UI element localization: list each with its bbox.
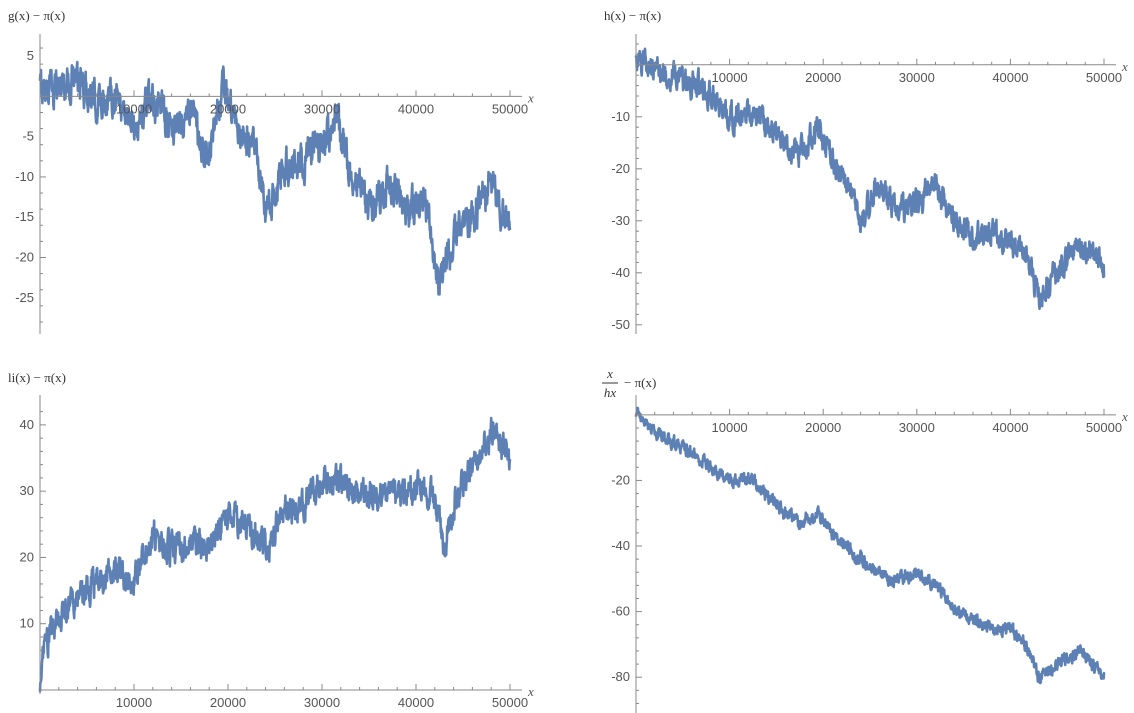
- y-tick-label: 30: [20, 483, 34, 498]
- x-tick-label: 30000: [899, 420, 935, 435]
- y-tick-label: 5: [27, 48, 34, 63]
- y-label-numerator: x: [606, 366, 613, 381]
- y-tick-label: -20: [611, 161, 630, 176]
- y-tick-label: -20: [15, 249, 34, 264]
- x-tick-label: 10000: [712, 70, 748, 85]
- y-axis-label: g(x) − π(x): [8, 8, 65, 23]
- x-tick-label: 30000: [899, 70, 935, 85]
- y-tick-label: -50: [611, 317, 630, 332]
- x-tick-label: 40000: [992, 70, 1028, 85]
- x-tick-label: 50000: [492, 101, 528, 116]
- y-tick-label: 20: [20, 549, 34, 564]
- y-label-denominator: hx: [604, 385, 617, 400]
- x-tick-label: 20000: [805, 420, 841, 435]
- x-tick-label: 40000: [992, 420, 1028, 435]
- y-tick-label: -80: [611, 669, 630, 684]
- series-line: [634, 406, 1106, 685]
- x-tick-label: 50000: [492, 695, 528, 710]
- x-tick-label: 50000: [1086, 420, 1122, 435]
- y-tick-label: -30: [611, 213, 630, 228]
- x-tick-label: 20000: [210, 101, 246, 116]
- y-tick-label: -40: [611, 265, 630, 280]
- x-tick-label: 10000: [116, 695, 152, 710]
- chart-panel-4: 10000 20000 30000 40000 50000x-20-40-60-80xh…: [602, 366, 1128, 713]
- y-tick-label: 40: [20, 417, 34, 432]
- y-tick-label: -10: [611, 109, 630, 124]
- x-tick-label: 30000: [304, 695, 340, 710]
- y-tick-label: 10: [20, 616, 34, 631]
- y-tick-label: -15: [15, 209, 34, 224]
- x-tick-label: 50000: [1086, 70, 1122, 85]
- series-line: [38, 416, 512, 693]
- x-axis-label: x: [527, 90, 534, 105]
- y-tick-label: -20: [611, 472, 630, 487]
- x-tick-label: 10000: [712, 420, 748, 435]
- x-tick-label: 30000: [304, 101, 340, 116]
- x-tick-label: 40000: [398, 695, 434, 710]
- x-tick-label: 40000: [398, 101, 434, 116]
- x-tick-label: 10000: [116, 101, 152, 116]
- y-axis-label: li(x) − π(x): [8, 370, 66, 385]
- y-tick-label: -60: [611, 604, 630, 619]
- y-tick-label: -10: [15, 169, 34, 184]
- y-tick-label: -40: [611, 538, 630, 553]
- x-tick-label: 20000: [210, 695, 246, 710]
- x-axis-label: x: [1121, 59, 1128, 74]
- x-axis-label: x: [1121, 409, 1128, 424]
- y-label-suffix: − π(x): [624, 375, 656, 390]
- y-tick-label: -25: [15, 290, 34, 305]
- x-axis-label: x: [527, 684, 534, 699]
- series-line: [634, 47, 1106, 311]
- y-axis-label: h(x) − π(x): [604, 8, 661, 23]
- y-tick-label: -5: [22, 129, 34, 144]
- x-tick-label: 20000: [805, 70, 841, 85]
- series-line: [38, 60, 512, 296]
